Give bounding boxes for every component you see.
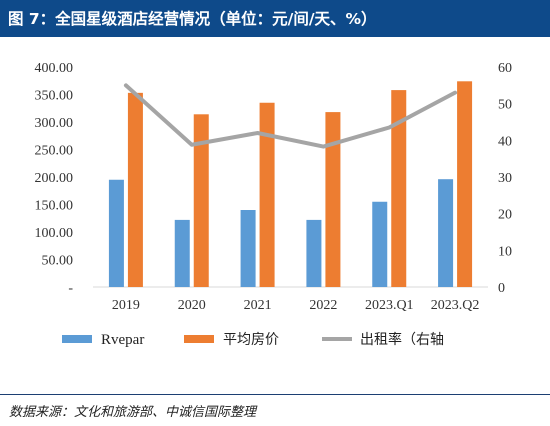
y-right-tick-label: 10 bbox=[498, 244, 512, 259]
bar-adr bbox=[325, 112, 341, 287]
x-tick-label: 2020 bbox=[178, 298, 206, 313]
y-left-tick-label: 400.00 bbox=[35, 61, 74, 76]
y-right-tick-label: 50 bbox=[498, 98, 512, 113]
bar-rvepar bbox=[174, 219, 190, 287]
bar-adr bbox=[193, 114, 209, 287]
y-left-tick-label: 100.00 bbox=[35, 226, 74, 241]
source-note: 数据来源：文化和旅游部、中诚信国际整理 bbox=[9, 405, 257, 420]
bar-adr bbox=[391, 90, 407, 287]
y-left-tick-label: 150.00 bbox=[35, 199, 74, 214]
legend-swatch-rvepar bbox=[62, 335, 92, 343]
bar-rvepar bbox=[438, 179, 454, 287]
occupancy-line bbox=[123, 83, 458, 149]
legend-label-adr: 平均房价 bbox=[223, 332, 279, 348]
legend-swatch-adr bbox=[184, 335, 214, 343]
legend-label-rvepar: Rvepar bbox=[101, 332, 144, 348]
chart: - 50.00 100.00 150.00 200.00 250.00 300.00 350.… bbox=[35, 61, 513, 348]
title-underline bbox=[0, 35, 550, 37]
bar-adr bbox=[457, 81, 473, 287]
bar-adr bbox=[127, 92, 143, 287]
title-bar: 图 7：全国星级酒店经营情况（单位：元/间/天、%） bbox=[0, 0, 550, 35]
x-tick-label: 2021 bbox=[244, 298, 272, 313]
bar-rvepar bbox=[108, 179, 124, 287]
y-left-tick-label: 300.00 bbox=[35, 116, 74, 131]
x-tick-label: 2019 bbox=[112, 298, 140, 313]
y-right-tick-label: 0 bbox=[498, 281, 505, 296]
x-tick-label: 2023.Q1 bbox=[365, 298, 414, 313]
x-tick-label: 2022 bbox=[309, 298, 337, 313]
y-right-tick-label: 40 bbox=[498, 134, 512, 149]
bar-adr bbox=[259, 102, 275, 287]
y-left-tick-label: 250.00 bbox=[35, 144, 74, 159]
y-left-tick-label: 200.00 bbox=[35, 171, 74, 186]
legend-label-occupancy: 出租率（右轴 bbox=[360, 331, 444, 348]
y-left-tick-label: - bbox=[68, 281, 73, 296]
y-left-tick-label: 50.00 bbox=[42, 254, 74, 269]
bar-rvepar bbox=[306, 219, 322, 287]
source-divider bbox=[0, 394, 550, 395]
x-tick-label: 2023.Q2 bbox=[431, 298, 480, 313]
bar-rvepar bbox=[372, 201, 388, 287]
bar-rvepar bbox=[240, 210, 256, 287]
y-right-tick-label: 30 bbox=[498, 171, 512, 186]
y-right-tick-label: 20 bbox=[498, 208, 512, 223]
chart-title: 图 7：全国星级酒店经营情况（单位：元/间/天、%） bbox=[8, 10, 377, 28]
y-right-tick-label: 60 bbox=[498, 61, 512, 76]
y-left-tick-label: 350.00 bbox=[35, 89, 74, 104]
